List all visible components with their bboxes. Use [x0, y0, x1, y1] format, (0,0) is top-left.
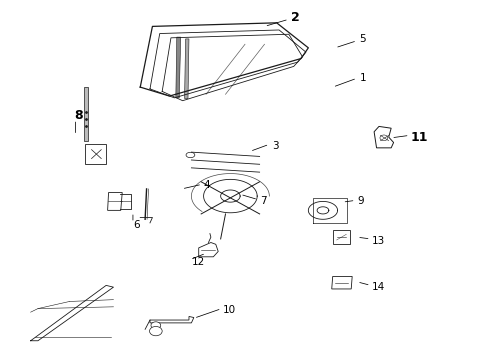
Polygon shape	[84, 87, 88, 141]
Polygon shape	[108, 193, 122, 210]
Text: 5: 5	[360, 34, 366, 44]
Text: 13: 13	[372, 236, 385, 246]
Text: 4: 4	[203, 180, 210, 190]
Polygon shape	[185, 39, 189, 99]
Circle shape	[149, 327, 162, 336]
Text: 11: 11	[411, 131, 428, 144]
Text: 1: 1	[360, 73, 366, 83]
Polygon shape	[374, 126, 393, 148]
Text: 9: 9	[357, 197, 364, 206]
Polygon shape	[176, 37, 181, 98]
Polygon shape	[150, 316, 194, 323]
Polygon shape	[333, 230, 350, 244]
Text: 12: 12	[192, 257, 205, 267]
Polygon shape	[85, 144, 106, 164]
Polygon shape	[332, 276, 352, 289]
Text: 14: 14	[372, 282, 385, 292]
Text: 8: 8	[74, 109, 83, 122]
Circle shape	[151, 322, 161, 329]
Text: 10: 10	[223, 305, 236, 315]
Text: 7: 7	[260, 197, 266, 206]
Circle shape	[380, 135, 388, 141]
Text: 2: 2	[291, 11, 300, 24]
Text: 6: 6	[133, 220, 140, 230]
Text: 3: 3	[272, 141, 278, 151]
Ellipse shape	[186, 152, 195, 158]
Polygon shape	[199, 243, 218, 257]
